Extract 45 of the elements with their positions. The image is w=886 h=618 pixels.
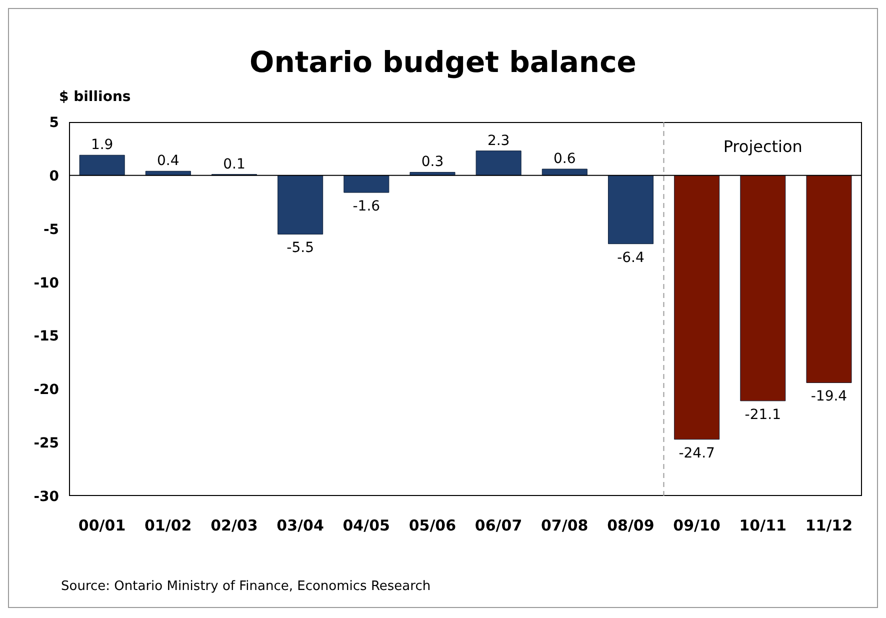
data-label: -5.5	[286, 240, 314, 256]
data-label: -21.1	[744, 406, 782, 423]
bar	[79, 154, 125, 176]
bar	[278, 175, 324, 234]
data-label: 2.3	[487, 132, 510, 149]
x-tick-label: 07/08	[541, 516, 588, 535]
x-tick-label: 04/05	[342, 516, 390, 535]
y-tick-label: -10	[34, 275, 60, 292]
y-tick-label: 0	[49, 168, 60, 184]
y-axis-title: $ billions	[59, 89, 131, 105]
x-tick-label: 06/07	[474, 516, 522, 535]
y-tick-label: -5	[43, 222, 59, 238]
bar	[806, 175, 852, 383]
annotation: Projection	[723, 137, 802, 156]
x-tick-label: 02/03	[210, 516, 258, 535]
bar	[344, 175, 390, 193]
bar	[542, 168, 588, 176]
bar	[674, 175, 720, 440]
data-label: 1.9	[90, 137, 114, 154]
data-label: 0.1	[223, 156, 246, 172]
x-tick-label: 05/06	[408, 516, 456, 535]
y-tick-label: -30	[34, 488, 60, 505]
y-tick-label: 5	[49, 114, 59, 131]
x-tick-label: 01/02	[144, 516, 192, 535]
data-label: 0.3	[421, 154, 444, 170]
data-label: -24.7	[678, 445, 715, 462]
x-tick-label: 09/10	[673, 516, 720, 535]
x-tick-label: 11/12	[805, 516, 853, 535]
chart-title: Ontario budget balance	[248, 45, 638, 79]
bar	[476, 150, 522, 176]
data-label: -19.4	[810, 388, 848, 405]
source-note: Source: Ontario Ministry of Finance, Economics Research	[61, 579, 431, 594]
x-tick-label: 03/04	[276, 516, 324, 535]
data-label: -6.4	[617, 250, 644, 266]
bar	[740, 175, 786, 402]
x-tick-label: 10/11	[739, 516, 786, 535]
data-label: 0.4	[157, 153, 180, 170]
y-tick-label: -15	[34, 328, 59, 345]
x-tick-label: 08/09	[607, 516, 654, 535]
y-tick-label: -20	[34, 382, 60, 398]
data-label: 0.6	[554, 151, 576, 168]
bar	[608, 175, 654, 244]
x-tick-label: 00/01	[78, 516, 126, 535]
data-label: -1.6	[352, 198, 380, 215]
y-tick-label: -25	[34, 436, 59, 452]
